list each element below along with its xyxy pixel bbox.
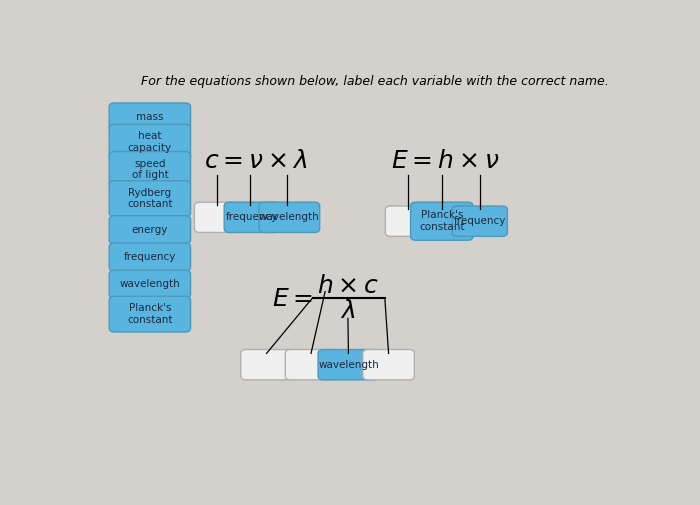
FancyBboxPatch shape	[109, 296, 190, 332]
Text: wavelength: wavelength	[259, 212, 320, 222]
Text: $E =$: $E =$	[272, 288, 313, 311]
Text: frequency: frequency	[454, 216, 506, 226]
Text: speed
of light: speed of light	[132, 159, 168, 180]
FancyBboxPatch shape	[109, 243, 190, 271]
Text: wavelength: wavelength	[120, 279, 181, 289]
FancyBboxPatch shape	[109, 270, 190, 298]
FancyBboxPatch shape	[411, 202, 473, 240]
Text: Rydberg
constant: Rydberg constant	[127, 188, 173, 210]
Text: heat
capacity: heat capacity	[128, 131, 172, 153]
FancyBboxPatch shape	[109, 124, 190, 160]
Text: frequency: frequency	[225, 212, 278, 222]
FancyBboxPatch shape	[195, 202, 239, 232]
Text: $E = h \times \nu$: $E = h \times \nu$	[391, 150, 500, 173]
FancyBboxPatch shape	[109, 152, 190, 187]
Text: For the equations shown below, label each variable with the correct name.: For the equations shown below, label eac…	[141, 75, 609, 88]
Text: mass: mass	[136, 112, 164, 122]
FancyBboxPatch shape	[241, 349, 293, 380]
FancyBboxPatch shape	[452, 206, 507, 236]
Text: $h \times c$: $h \times c$	[317, 275, 379, 298]
FancyBboxPatch shape	[318, 349, 379, 380]
Text: Planck's
constant: Planck's constant	[127, 304, 173, 325]
FancyBboxPatch shape	[285, 349, 337, 380]
FancyBboxPatch shape	[363, 349, 414, 380]
Text: Planck's
constant: Planck's constant	[419, 211, 465, 232]
Text: $c = \nu \times \lambda$: $c = \nu \times \lambda$	[204, 150, 307, 173]
FancyBboxPatch shape	[109, 103, 190, 131]
Text: $\lambda$: $\lambda$	[340, 300, 356, 323]
Text: energy: energy	[132, 225, 168, 235]
FancyBboxPatch shape	[109, 181, 190, 217]
FancyBboxPatch shape	[224, 202, 279, 232]
FancyBboxPatch shape	[109, 216, 190, 244]
Text: frequency: frequency	[124, 252, 176, 262]
Text: wavelength: wavelength	[318, 360, 379, 370]
FancyBboxPatch shape	[385, 206, 430, 236]
FancyBboxPatch shape	[259, 202, 320, 232]
